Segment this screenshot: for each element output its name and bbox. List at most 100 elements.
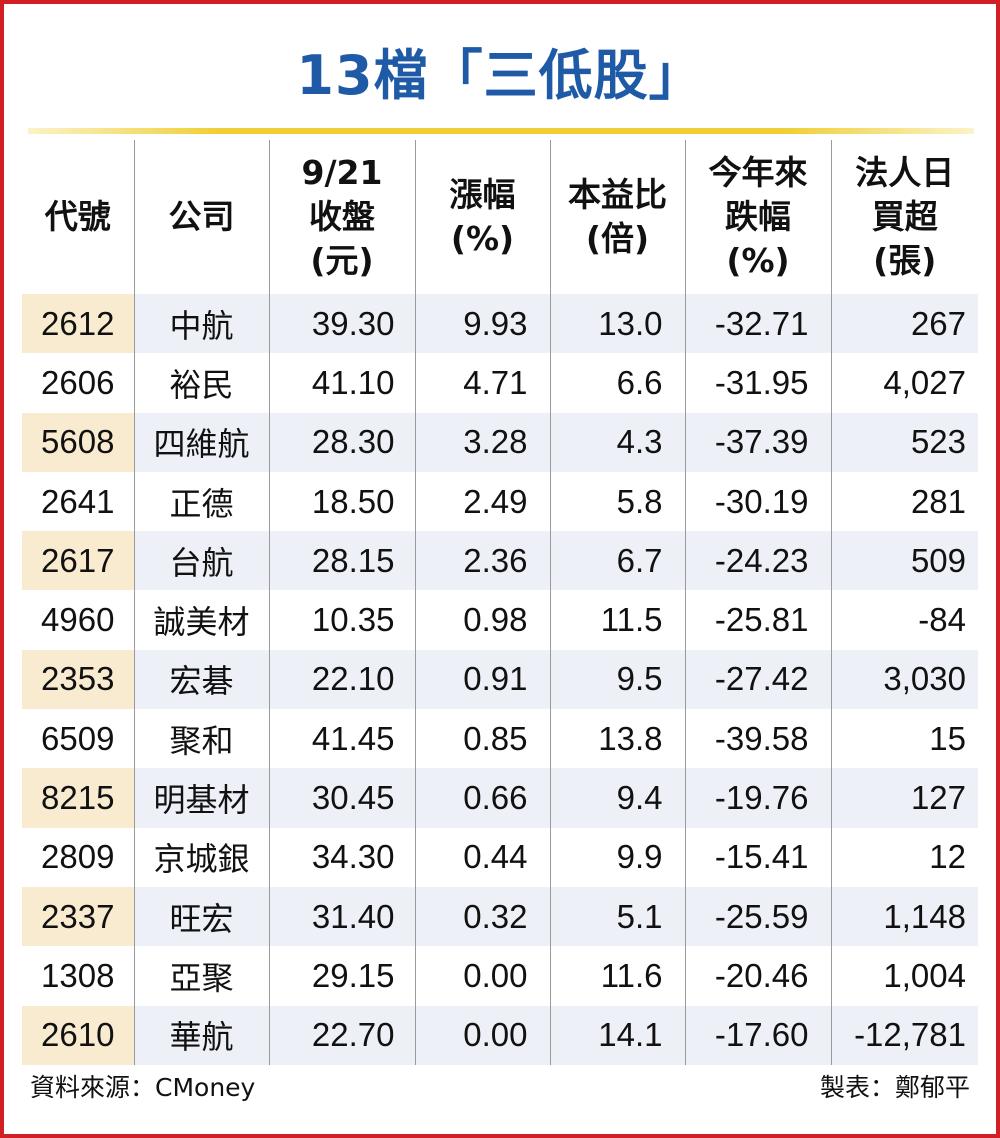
table-row: 1308 亞聚 29.15 0.00 11.6 -20.46 1,004 [22,946,978,1006]
cell-change: 2.49 [414,471,550,532]
cell-net-buy: -12,781 [830,1005,978,1065]
cell-net-buy: 12 [830,827,978,887]
cell-net-buy: -84 [830,590,978,650]
cell-pe: 11.5 [549,590,685,650]
cell-change: 0.44 [414,827,550,887]
header-company: 公司 [133,140,269,294]
cell-change: 0.98 [414,590,550,650]
cell-code: 2612 [22,294,134,354]
cell-code: 5608 [22,412,134,472]
cell-close: 22.10 [268,649,415,710]
cell-code: 8215 [22,768,134,828]
cell-close: 22.70 [268,1005,415,1065]
header-ytd-drop-line: (%) [726,241,790,280]
cell-change: 0.32 [414,886,550,947]
header-net-buy-line: (張) [873,241,937,280]
table-row: 2641 正德 18.50 2.49 5.8 -30.19 281 [22,471,978,532]
table-body: 2612 中航 39.30 9.93 13.0 -32.71 267 2606 裕民 41.10 4… [22,294,978,1065]
source-note: 資料來源：CMoney [30,1073,256,1102]
header-ytd-drop-line: 跌幅 [725,197,791,236]
header-code: 代號 [22,140,134,294]
table-row: 5608 四維航 28.30 3.28 4.3 -37.39 523 [22,412,978,472]
cell-ytd-drop: -32.71 [684,294,831,354]
header-code-line: 代號 [44,197,111,236]
cell-net-buy: 1,148 [830,886,978,947]
table-row: 2353 宏碁 22.10 0.91 9.5 -27.42 3,030 [22,649,978,710]
cell-close: 39.30 [268,294,415,354]
cell-pe: 9.4 [549,768,685,828]
cell-pe: 5.8 [549,471,685,532]
cell-ytd-drop: -25.59 [684,886,831,947]
cell-pe: 11.6 [549,946,685,1006]
cell-close: 41.10 [268,353,415,413]
author-note: 製表：鄭郁平 [819,1073,970,1102]
table-row: 4960 誠美材 10.35 0.98 11.5 -25.81 -84 [22,590,978,650]
cell-company: 旺宏 [133,886,269,947]
header-change-line: (%) [450,219,515,258]
cell-pe: 5.1 [549,886,685,947]
cell-company: 宏碁 [133,649,269,710]
cell-ytd-drop: -19.76 [684,768,831,828]
cell-pe: 9.9 [549,827,685,887]
cell-close: 28.30 [268,412,415,472]
cell-ytd-drop: -20.46 [684,946,831,1006]
cell-change: 2.36 [414,531,550,591]
cell-code: 1308 [41,956,115,994]
cell-net-buy: 3,030 [830,649,978,710]
cell-pe: 13.8 [549,709,685,769]
header-pe-line: (倍) [585,219,650,258]
cell-code: 2337 [22,886,134,947]
header-ytd-drop: 今年來 跌幅 (%) [684,140,831,294]
cell-net-buy: 281 [830,471,978,532]
cell-close: 18.50 [268,471,415,532]
table-header-row: 代號 公司 9/21 收盤 (元) 漲幅 (%) 本益比 (倍) 今年來 跌幅 (%) 法人日 買超 (張) [22,140,978,294]
cell-pe: 9.5 [549,649,685,710]
cell-close: 29.15 [268,946,415,1006]
cell-code: 2610 [22,1005,134,1065]
chart-title: 13檔「三低股」 [296,44,704,107]
cell-pe: 6.6 [549,353,685,413]
header-close-line: 收盤 [309,197,375,236]
cell-code: 2809 [41,838,115,876]
cell-ytd-drop: -24.23 [684,531,831,591]
cell-ytd-drop: -25.81 [684,590,831,650]
header-change: 漲幅 (%) [414,140,550,294]
cell-close: 34.30 [268,827,415,887]
table-row: 2809 京城銀 34.30 0.44 9.9 -15.41 12 [22,827,978,887]
table-row: 2337 旺宏 31.40 0.32 5.1 -25.59 1,148 [22,886,978,947]
table-row: 2610 華航 22.70 0.00 14.1 -17.60 -12,781 [22,1005,978,1065]
table-row: 8215 明基材 30.45 0.66 9.4 -19.76 127 [22,768,978,828]
cell-ytd-drop: -37.39 [684,412,831,472]
cell-close: 30.45 [268,768,415,828]
table-row: 6509 聚和 41.45 0.85 13.8 -39.58 15 [22,709,978,769]
table-row: 2612 中航 39.30 9.93 13.0 -32.71 267 [22,294,978,354]
cell-pe: 14.1 [549,1005,685,1065]
cell-company: 明基材 [133,768,269,828]
cell-net-buy: 1,004 [830,946,978,1006]
cell-net-buy: 267 [830,294,978,354]
stock-table: 代號 公司 9/21 收盤 (元) 漲幅 (%) 本益比 (倍) 今年來 跌幅 (%) 法人日 買超 (張)… [22,140,978,1065]
cell-company: 裕民 [133,353,269,413]
cell-code: 2606 [41,363,115,401]
cell-code: 2353 [22,649,134,710]
cell-company: 四維航 [133,412,269,472]
cell-net-buy: 127 [830,768,978,828]
cell-change: 9.93 [414,294,550,354]
cell-change: 0.00 [414,946,550,1006]
cell-ytd-drop: -15.41 [684,827,831,887]
header-net-buy-line: 買超 [871,197,938,236]
cell-ytd-drop: -27.42 [684,649,831,710]
cell-change: 4.71 [414,353,550,413]
cell-net-buy: 15 [830,709,978,769]
cell-close: 41.45 [268,709,415,769]
header-change-line: 漲幅 [449,175,516,214]
cell-change: 0.91 [414,649,550,710]
cell-company: 誠美材 [133,590,269,650]
cell-change: 3.28 [414,412,550,472]
cell-code: 2617 [22,531,134,591]
cell-company: 正德 [133,471,269,532]
header-net-buy-line: 法人日 [855,153,955,192]
cell-ytd-drop: -31.95 [684,353,831,413]
cell-ytd-drop: -30.19 [684,471,831,532]
cell-ytd-drop: -17.60 [684,1005,831,1065]
